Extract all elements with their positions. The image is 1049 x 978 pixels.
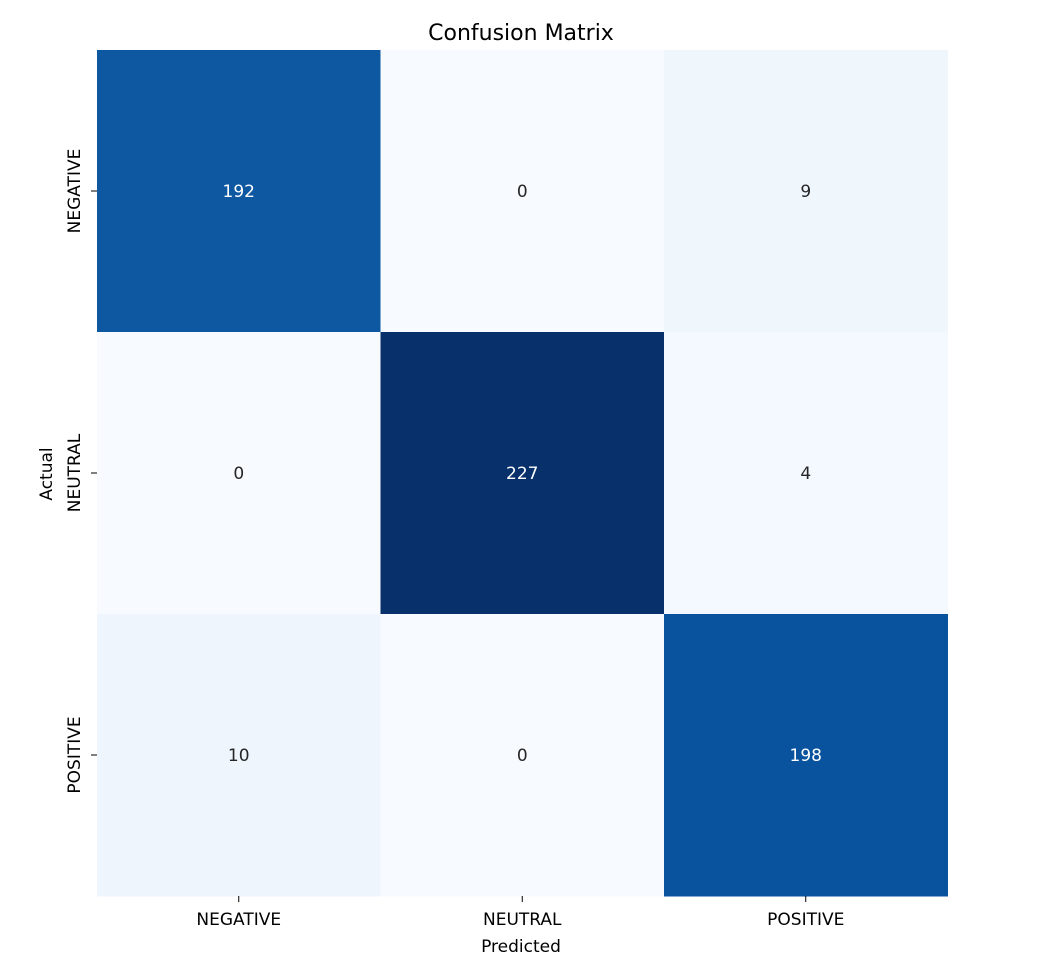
heatmap-cell-neutral-neutral (380, 332, 665, 615)
y-tick-label: POSITIVE (65, 716, 85, 793)
chart-title: Confusion Matrix (428, 21, 614, 46)
heatmap-cell-positive-negative (97, 614, 381, 897)
heatmap-cell-negative-neutral (380, 50, 665, 333)
heatmap-cell-neutral-negative (97, 332, 381, 615)
x-tick-label: POSITIVE (767, 910, 844, 930)
cell-value-label: 4 (800, 464, 811, 484)
x-tick-label: NEGATIVE (196, 910, 281, 930)
heatmap-cell-negative-positive (664, 50, 948, 333)
heatmap-cells (97, 50, 948, 897)
heatmap-cell-positive-neutral (380, 614, 665, 897)
cell-value-label: 0 (517, 746, 528, 766)
heatmap-cell-negative-negative (97, 50, 381, 333)
cell-value-label: 0 (233, 464, 244, 484)
cell-value-label: 192 (223, 182, 255, 202)
cell-value-label: 0 (517, 182, 528, 202)
x-tick-label: NEUTRAL (483, 910, 562, 930)
x-axis-label: Predicted (481, 937, 561, 957)
heatmap-cell-labels: 192 0 9 0 227 4 10 0 198 (223, 182, 822, 766)
x-axis-ticks: NEGATIVE NEUTRAL POSITIVE (196, 896, 844, 930)
heatmap-cell-positive-positive (664, 614, 948, 897)
y-tick-label: NEGATIVE (65, 149, 85, 234)
y-axis-label: Actual (37, 447, 57, 500)
cell-value-label: 227 (506, 464, 538, 484)
cell-value-label: 10 (228, 746, 250, 766)
y-tick-label: NEUTRAL (65, 433, 85, 512)
heatmap-cell-neutral-positive (664, 332, 948, 615)
cell-value-label: 198 (790, 746, 822, 766)
y-axis-ticks: NEGATIVE NEUTRAL POSITIVE (65, 149, 97, 794)
cell-value-label: 9 (800, 182, 811, 202)
